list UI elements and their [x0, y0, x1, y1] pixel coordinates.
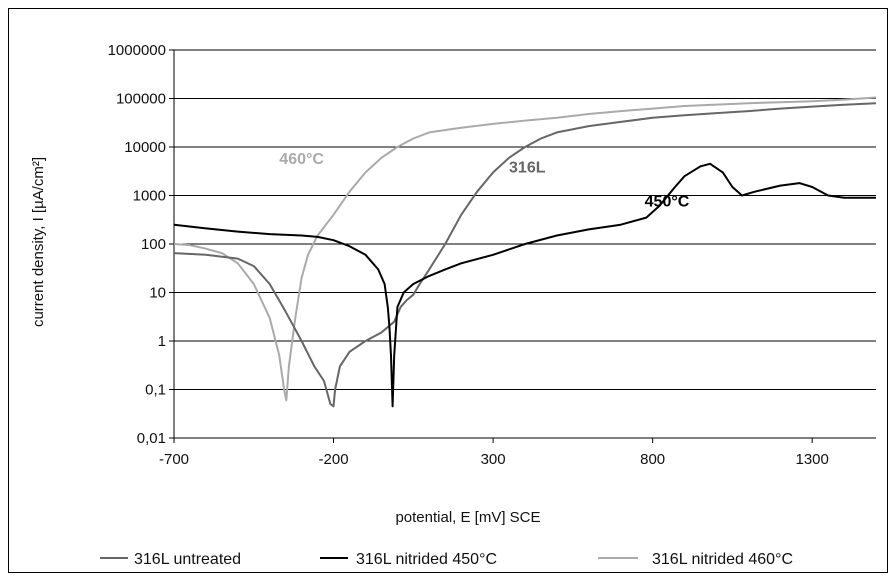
y-tick-label-1: 0,1	[145, 382, 166, 399]
y-tick-label-4: 100	[141, 236, 166, 253]
series-lines	[173, 96, 877, 408]
legend-label-450: 316L nitrided 450°C	[356, 551, 497, 568]
legend-label-untreated: 316L untreated	[134, 551, 241, 568]
y-tick-label-5: 1000	[133, 188, 166, 205]
y-tick-label-8: 1000000	[108, 42, 166, 59]
y-axis-title: current density, I [µA/cm²]	[30, 157, 47, 327]
series-line-2	[173, 96, 877, 402]
annotations: 460°C 316L 450°C	[279, 151, 689, 210]
series-line-0	[173, 102, 877, 408]
y-tick-label-6: 10000	[124, 139, 166, 156]
y-tick-label-7: 100000	[116, 91, 166, 108]
legend: 316L untreated 316L nitrided 450°C 316L …	[100, 551, 793, 568]
y-tick-label-0: 0,01	[137, 430, 166, 447]
x-tick-label-3: 800	[640, 451, 665, 468]
annotation-1: 316L	[509, 159, 546, 176]
x-tick-label-1: -200	[319, 451, 349, 468]
tick-labels: 0,01 0,1 1 10 100 1000 10000 100000 1000000 -700 -…	[108, 42, 829, 468]
x-tick-label-0: -700	[159, 451, 189, 468]
annotation-2: 450°C	[645, 193, 690, 210]
x-tick-label-2: 300	[481, 451, 506, 468]
series-line-1	[173, 162, 876, 408]
legend-label-460: 316L nitrided 460°C	[652, 551, 793, 568]
x-tick-label-4: 1300	[795, 451, 828, 468]
x-axis-title: potential, E [mV] SCE	[395, 509, 540, 526]
annotation-0: 460°C	[279, 151, 324, 168]
chart-border	[8, 8, 888, 573]
y-tick-label-3: 10	[149, 285, 166, 302]
y-tick-label-2: 1	[158, 333, 166, 350]
